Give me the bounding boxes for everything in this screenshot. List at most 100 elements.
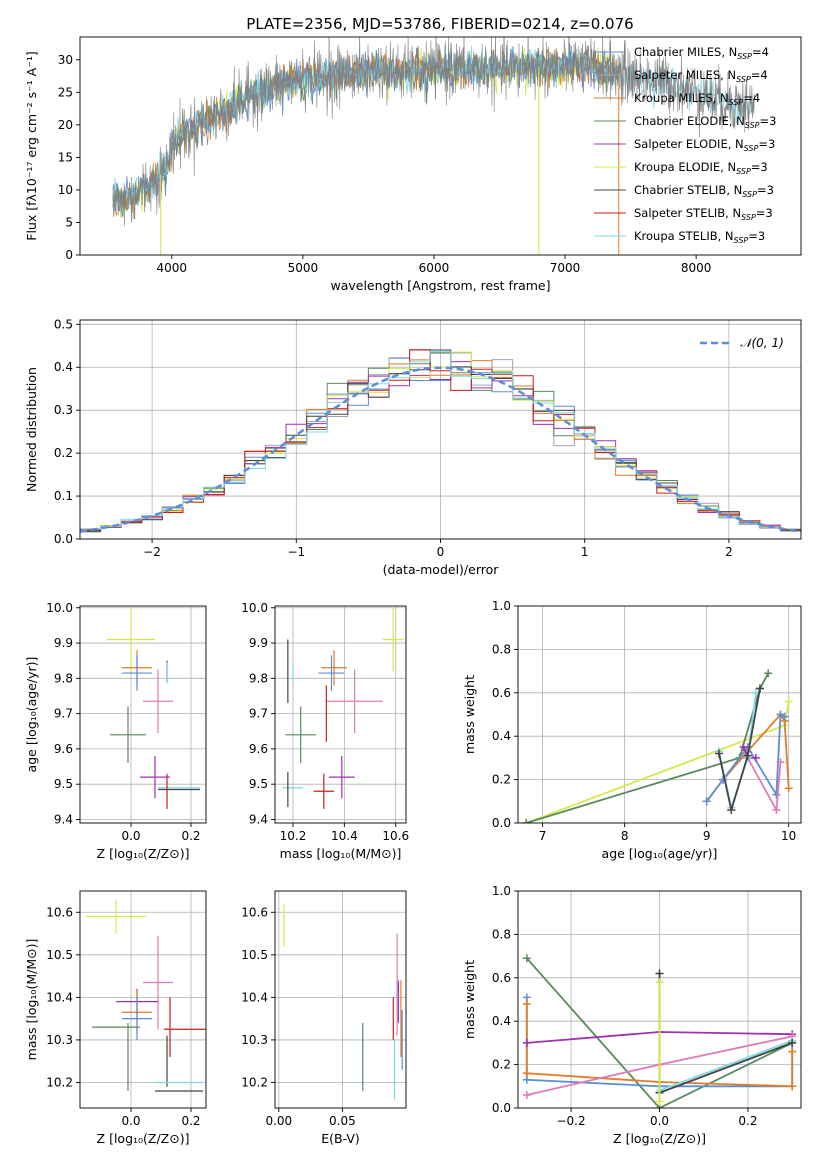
series-marker — [784, 784, 793, 793]
mw_vs_z-ytick-label: 0.0 — [492, 1101, 511, 1115]
series-marker — [751, 753, 760, 762]
spectrum-ytick-label: 10 — [58, 183, 73, 197]
series-marker — [739, 743, 748, 752]
mass_vs_z-ytick-label: 10.5 — [46, 948, 73, 962]
spectrum-ytick-label: 5 — [65, 215, 73, 229]
age_vs_z-xtick-label: 0.0 — [121, 829, 140, 843]
mw_vs_z-axes: −0.2 0.0 0.2 0.0 0.2 0.4 0.6 0.8 1.0 Z [log₁₀(Z/Z… — [462, 884, 802, 1146]
residuals-ylabel: Normed distribution — [24, 367, 39, 492]
mass_vs_z-frame — [79, 890, 207, 1109]
mw_vs_z-ytick-label: 0.2 — [492, 1058, 511, 1072]
residuals-xlabel: (data-model)/error — [383, 562, 500, 577]
age_vs_mass-ytick-label: 10.0 — [241, 601, 268, 615]
mass_vs_ebv-ytick-label: 10.2 — [241, 1075, 268, 1089]
legend-entry-label: Chabrier MILES, NSSP=4 — [634, 45, 769, 61]
mass_vs_z-ytick-label: 10.3 — [46, 1033, 73, 1047]
mw_vs_z-xtick-label: −0.2 — [556, 1114, 585, 1128]
spectrum-data-trace — [112, 37, 756, 227]
age_vs_mass-axes: 10.2 10.4 10.6 9.4 9.5 9.6 9.7 9.8 9.9 10.0 mass [… — [241, 601, 409, 861]
spectrum-xtick-label: 8000 — [681, 261, 712, 275]
age_vs_z-ytick-label: 9.8 — [54, 671, 73, 685]
mw_vs_age-frame — [517, 605, 802, 824]
age_vs_z-ylabel: age [log₁₀(age/yr)] — [24, 657, 39, 773]
age_vs_mass-xlabel: mass [log₁₀(M/M⊙)] — [280, 846, 402, 861]
age_vs_z-ytick-label: 10.0 — [46, 601, 73, 615]
mass_vs_z-plot-area — [80, 891, 206, 1108]
series-marker — [522, 819, 531, 823]
series-marker — [522, 999, 531, 1008]
mw_vs_age-ytick-label: 0.4 — [492, 729, 511, 743]
mass_vs_z-ytick-label: 10.2 — [46, 1075, 73, 1089]
legend-entry-label: Kroupa STELIB, NSSP=3 — [634, 229, 765, 245]
age_vs_mass-ytick-label: 9.6 — [249, 742, 268, 756]
mass_vs_z-ytick-label: 10.4 — [46, 990, 73, 1004]
spectrum-ytick-label: 25 — [58, 85, 73, 99]
mw_vs_age-ytick-label: 0.8 — [492, 642, 511, 656]
series-marker — [522, 1038, 531, 1047]
spectrum-legend: Chabrier MILES, NSSP=4 Salpeter MILES, NS… — [594, 45, 776, 245]
mw_vs_z-ytick-label: 1.0 — [492, 884, 511, 898]
mass_vs_z-ytick-label: 10.6 — [46, 905, 73, 919]
mw_vs_age-ytick-label: 0.6 — [492, 686, 511, 700]
residuals-xtick-label: −2 — [143, 545, 161, 559]
spectrum-xtick-label: 6000 — [419, 261, 450, 275]
age_vs_mass-ytick-label: 9.7 — [249, 707, 268, 721]
series-marker — [522, 954, 531, 963]
age_vs_z-ytick-label: 9.6 — [54, 742, 73, 756]
mw_vs_age-xtick-label: 8 — [621, 829, 629, 843]
mass_vs_ebv-xtick-label: 0.05 — [329, 1114, 356, 1128]
spectrum-ytick-label: 30 — [58, 53, 73, 67]
series-marker — [655, 1097, 664, 1106]
mass_vs_ebv-axes: 0.00 0.05 10.2 10.3 10.4 10.5 10.6 E(B-V) — [241, 890, 407, 1146]
residuals-plot-area — [80, 320, 801, 539]
spectrum-ytick-label: 0 — [65, 248, 73, 262]
series-marker — [772, 790, 781, 799]
mass_vs_z-ylabel: mass [log₁₀(M/M⊙)] — [24, 939, 39, 1061]
series-line-chabrier_elodie — [526, 957, 793, 1108]
spectrum-ytick-label: 20 — [58, 118, 73, 132]
spectrum-xtick-label: 7000 — [550, 261, 581, 275]
mass_vs_ebv-ytick-label: 10.4 — [241, 990, 268, 1004]
series-marker — [788, 1038, 797, 1047]
age_vs_mass-xtick-label: 10.6 — [382, 829, 409, 843]
mass_vs_z-xtick-label: 0.2 — [181, 1114, 200, 1128]
mass_vs_ebv-ytick-label: 10.3 — [241, 1033, 268, 1047]
legend-entry-label: Salpeter ELODIE, NSSP=3 — [634, 137, 775, 153]
mass_vs_ebv-plot-area — [275, 891, 406, 1108]
series-marker — [776, 758, 785, 767]
age_vs_z-plot-area — [80, 606, 206, 823]
residuals-ytick-label: 0.3 — [54, 403, 73, 417]
mass_vs_z-xtick-label: 0.0 — [121, 1114, 140, 1128]
age_vs_z-ytick-label: 9.9 — [54, 636, 73, 650]
age_vs_mass-ytick-label: 9.8 — [249, 671, 268, 685]
series-marker — [655, 969, 664, 978]
legend-entry-label: Chabrier ELODIE, NSSP=3 — [634, 114, 776, 130]
mw_vs_age-ytick-label: 0.0 — [492, 816, 511, 830]
mass_vs_z-axes: 0.0 0.2 10.2 10.3 10.4 10.5 10.6 Z [log₁₀(Z/Z⊙)… — [24, 890, 207, 1146]
series-marker — [784, 697, 793, 706]
residuals-axes: −2 −1 0 1 2 0.0 0.1 0.2 0.3 0.4 0.5 (data-model)/er… — [24, 317, 802, 577]
series-marker — [702, 797, 711, 806]
mw_vs_z-ylabel: mass weight — [462, 960, 477, 1039]
legend-entry-label: Kroupa ELODIE, NSSP=3 — [634, 160, 768, 176]
legend-normal-label: 𝒩(0, 1) — [740, 336, 784, 350]
age_vs_mass-ytick-label: 9.9 — [249, 636, 268, 650]
series-marker — [714, 749, 723, 758]
residuals-xtick-label: −1 — [287, 545, 305, 559]
mass_vs_z-xlabel: Z [log₁₀(Z/Z⊙)] — [97, 1131, 190, 1146]
series-line-pink — [746, 757, 782, 814]
age_vs_mass-xtick-label: 10.4 — [331, 829, 358, 843]
residuals-ytick-label: 0.2 — [54, 446, 73, 460]
residuals-xtick-label: 1 — [581, 545, 589, 559]
mass_vs_ebv-ytick-label: 10.5 — [241, 948, 268, 962]
series-marker — [727, 805, 736, 814]
legend-entry-label: Chabrier STELIB, NSSP=3 — [634, 183, 774, 199]
series-marker — [743, 751, 752, 760]
series-marker — [776, 710, 785, 719]
residuals-ytick-label: 0.1 — [54, 489, 73, 503]
mw_vs_z-plot-area — [518, 891, 801, 1108]
residuals-xtick-label: 2 — [725, 545, 733, 559]
mw_vs_z-ytick-label: 0.4 — [492, 1014, 511, 1028]
mw_vs_z-ytick-label: 0.8 — [492, 927, 511, 941]
series-marker — [764, 669, 773, 678]
